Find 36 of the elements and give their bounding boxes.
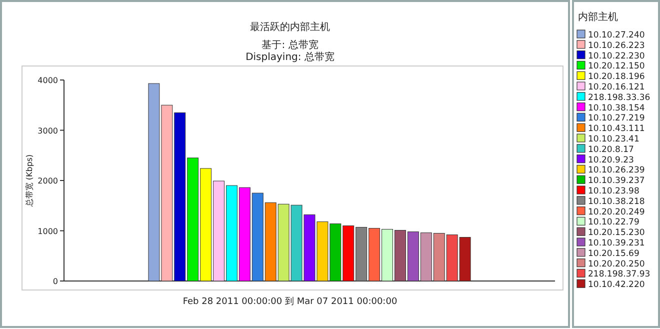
legend-label: 10.10.43.111 bbox=[588, 124, 645, 134]
y-tick-label: 2000 bbox=[38, 176, 58, 186]
y-axis-title: 总带宽 (Kbps) bbox=[25, 154, 34, 208]
y-tick-label: 1000 bbox=[38, 226, 58, 236]
legend-label: 10.10.27.219 bbox=[588, 114, 645, 124]
legend-label: 10.20.15.230 bbox=[588, 228, 645, 238]
chart-subtitle: 基于: 总带宽 bbox=[262, 39, 318, 51]
legend-label: 10.10.39.231 bbox=[588, 238, 645, 248]
legend-label: 10.10.38.154 bbox=[588, 103, 645, 114]
legend-label: 10.20.15.69 bbox=[588, 248, 640, 259]
legend-label: 218.198.33.36 bbox=[588, 92, 650, 103]
chart-title: 最活跃的内部主机 bbox=[250, 21, 330, 33]
legend-label: 10.10.22.79 bbox=[588, 218, 640, 228]
legend-label: 10.10.27.240 bbox=[588, 30, 645, 40]
y-tick-label: 4000 bbox=[38, 76, 58, 85]
legend-label: 10.20.16.121 bbox=[588, 82, 645, 92]
legend-label: 10.20.20.249 bbox=[588, 207, 645, 218]
text: Displaying: 总带宽 bbox=[246, 51, 334, 63]
legend-label: 10.20.9.23 bbox=[588, 155, 634, 166]
legend-label: 10.10.23.98 bbox=[588, 186, 640, 196]
legend-label: 10.20.8.17 bbox=[588, 144, 634, 155]
legend-label: 10.10.38.218 bbox=[588, 196, 645, 207]
y-tick-label: 3000 bbox=[38, 126, 58, 136]
legend-label: 10.10.42.220 bbox=[588, 280, 645, 290]
legend-label: 10.10.26.223 bbox=[588, 40, 645, 51]
legend-title: 内部主机 bbox=[578, 11, 618, 23]
legend-label: 10.10.26.239 bbox=[588, 166, 645, 176]
legend-label: 10.10.22.230 bbox=[588, 51, 645, 62]
legend-label: 10.20.18.196 bbox=[588, 72, 645, 82]
legend-label: 10.10.39.237 bbox=[588, 176, 645, 186]
legend-label: 10.10.23.41 bbox=[588, 134, 640, 144]
y-tick-label: 0 bbox=[52, 277, 58, 286]
legend-label: 10.20.20.250 bbox=[588, 259, 645, 270]
legend-label: 218.198.37.93 bbox=[588, 270, 650, 280]
legend-label: 10.20.12.150 bbox=[588, 62, 645, 72]
x-axis-title: Feb 28 2011 00:00:00 到 Mar 07 2011 00:00:00 bbox=[182, 296, 398, 307]
